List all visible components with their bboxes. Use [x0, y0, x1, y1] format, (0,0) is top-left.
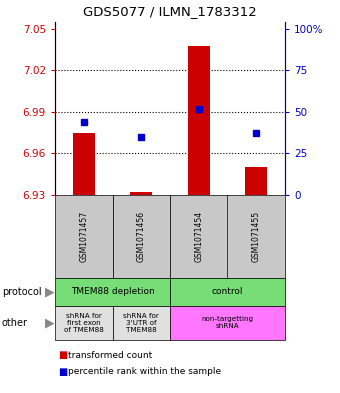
- Text: GSM1071457: GSM1071457: [79, 211, 88, 262]
- Text: ■: ■: [58, 367, 67, 377]
- Text: control: control: [212, 288, 243, 296]
- Text: GSM1071455: GSM1071455: [252, 211, 261, 262]
- Text: GSM1071454: GSM1071454: [194, 211, 203, 262]
- Text: protocol: protocol: [2, 287, 41, 297]
- Bar: [73, 133, 95, 195]
- Text: TMEM88 depletion: TMEM88 depletion: [71, 288, 154, 296]
- Text: shRNA for
3'UTR of
TMEM88: shRNA for 3'UTR of TMEM88: [123, 313, 159, 333]
- Bar: [245, 167, 267, 195]
- Text: ▶: ▶: [45, 316, 55, 329]
- Text: shRNA for
first exon
of TMEM88: shRNA for first exon of TMEM88: [64, 313, 104, 333]
- Text: ▶: ▶: [45, 285, 55, 299]
- Text: ■: ■: [58, 350, 67, 360]
- Text: GDS5077 / ILMN_1783312: GDS5077 / ILMN_1783312: [83, 6, 257, 18]
- Bar: [130, 192, 152, 195]
- Text: non-targetting
shRNA: non-targetting shRNA: [201, 316, 254, 329]
- Text: other: other: [2, 318, 28, 328]
- Bar: [188, 46, 210, 195]
- Text: transformed count: transformed count: [68, 351, 152, 360]
- Text: GSM1071456: GSM1071456: [137, 211, 146, 262]
- Text: percentile rank within the sample: percentile rank within the sample: [68, 367, 221, 376]
